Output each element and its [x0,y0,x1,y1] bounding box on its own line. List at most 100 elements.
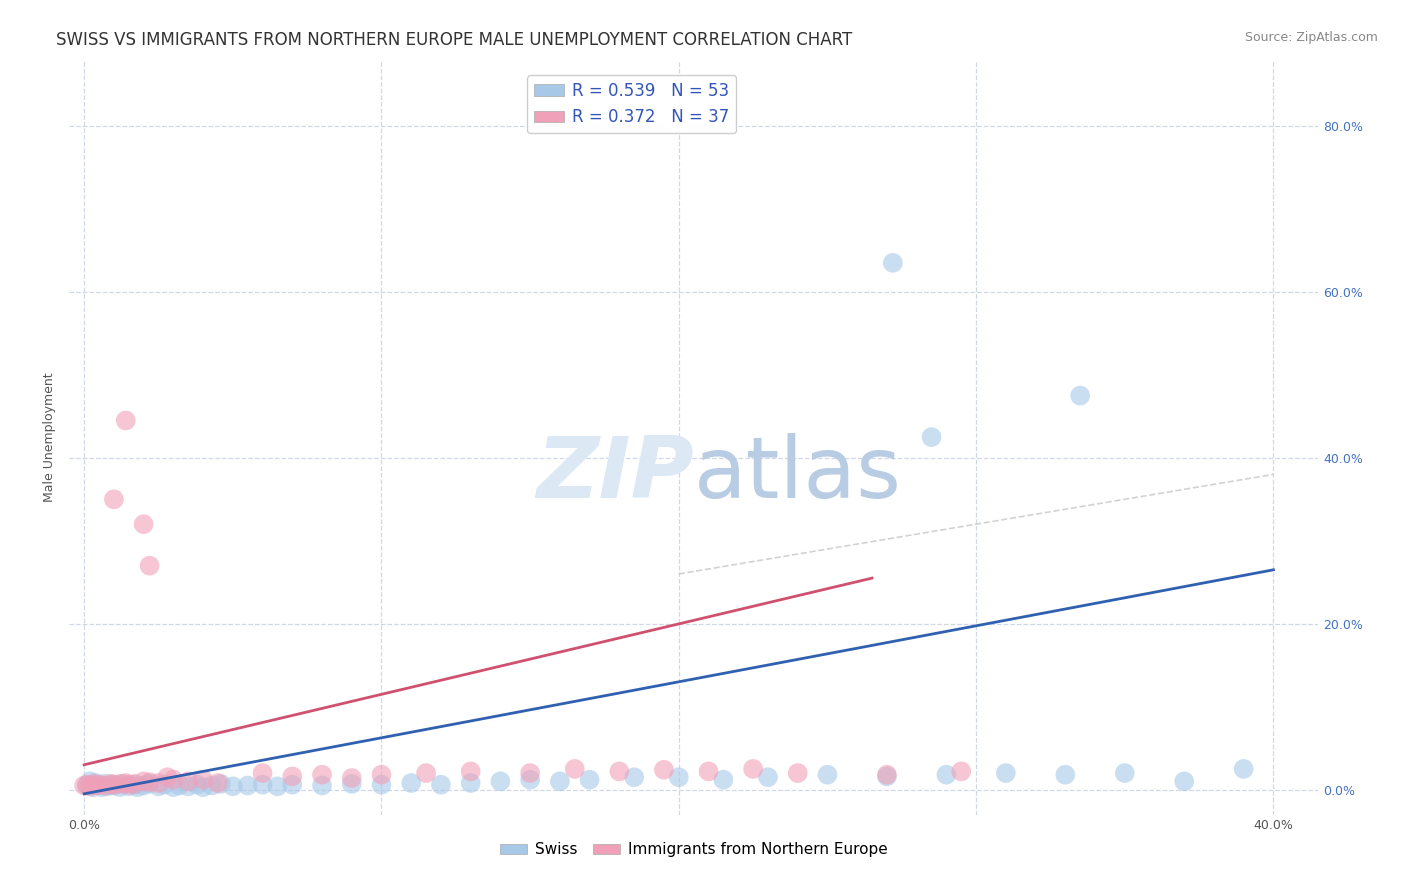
Point [607,764,630,779]
Point [108,777,131,791]
Point [79,774,101,789]
Point [177,774,200,789]
Point [882,256,904,270]
Point [222,780,245,794]
Point [430,778,453,792]
Point [460,764,482,779]
Point [138,777,160,791]
Point [1114,766,1136,780]
Point [399,776,422,790]
Point [209,777,232,791]
Point [489,774,512,789]
Point [311,768,333,782]
Point [370,768,392,782]
Point [252,766,274,780]
Point [668,770,690,784]
Point [82,780,104,794]
Point [652,763,675,777]
Point [76,779,98,793]
Point [103,778,125,792]
Point [100,777,122,791]
Point [1233,762,1256,776]
Point [103,779,125,793]
Point [519,766,541,780]
Point [94,777,117,791]
Point [103,492,125,507]
Point [177,780,200,794]
Point [156,770,179,784]
Point [207,776,229,790]
Point [252,778,274,792]
Point [162,772,184,787]
Point [370,778,392,792]
Point [132,517,155,532]
Point [281,778,304,792]
Point [564,762,586,776]
Text: atlas: atlas [693,434,901,516]
Point [87,778,110,792]
Point [460,776,482,790]
Point [186,778,208,792]
Point [148,780,170,794]
Text: SWISS VS IMMIGRANTS FROM NORTHERN EUROPE MALE UNEMPLOYMENT CORRELATION CHART: SWISS VS IMMIGRANTS FROM NORTHERN EUROPE… [56,31,852,49]
Point [713,772,735,787]
Point [114,776,136,790]
Point [876,768,898,782]
Point [127,780,149,794]
Point [132,779,155,793]
Point [124,778,146,792]
Point [79,780,101,794]
Point [191,780,214,794]
Point [311,779,333,793]
Point [82,777,104,791]
Point [124,777,146,791]
Point [108,780,131,794]
Point [111,777,134,791]
Point [817,768,839,782]
Point [84,776,107,790]
Point [519,772,541,787]
Point [118,780,141,794]
Point [148,776,170,790]
Point [266,780,288,794]
Point [1069,388,1091,402]
Point [153,778,176,792]
Text: Source: ZipAtlas.com: Source: ZipAtlas.com [1244,31,1378,45]
Point [935,768,957,782]
Point [697,764,720,779]
Point [201,779,224,793]
Point [118,778,141,792]
Point [281,769,304,783]
Point [94,779,117,793]
Point [132,774,155,789]
Y-axis label: Male Unemployment: Male Unemployment [44,372,56,502]
Point [921,430,943,444]
Point [73,779,96,793]
Point [138,558,160,573]
Point [756,770,779,784]
Point [1173,774,1195,789]
Point [786,766,808,780]
Point [340,771,363,785]
Point [91,780,114,794]
Point [114,413,136,427]
Point [415,766,437,780]
Point [340,777,363,791]
Point [76,778,98,792]
Point [548,774,571,789]
Point [236,779,259,793]
Point [623,770,645,784]
Point [87,779,110,793]
Point [162,780,184,794]
Point [876,769,898,783]
Point [742,762,765,776]
Point [169,779,191,793]
Point [138,775,160,789]
Point [578,772,600,787]
Legend: R = 0.539   N = 53, R = 0.372   N = 37: R = 0.539 N = 53, R = 0.372 N = 37 [527,76,737,133]
Point [97,780,120,794]
Point [191,772,214,787]
Point [950,764,973,779]
Text: ZIP: ZIP [536,434,693,516]
Point [84,779,107,793]
